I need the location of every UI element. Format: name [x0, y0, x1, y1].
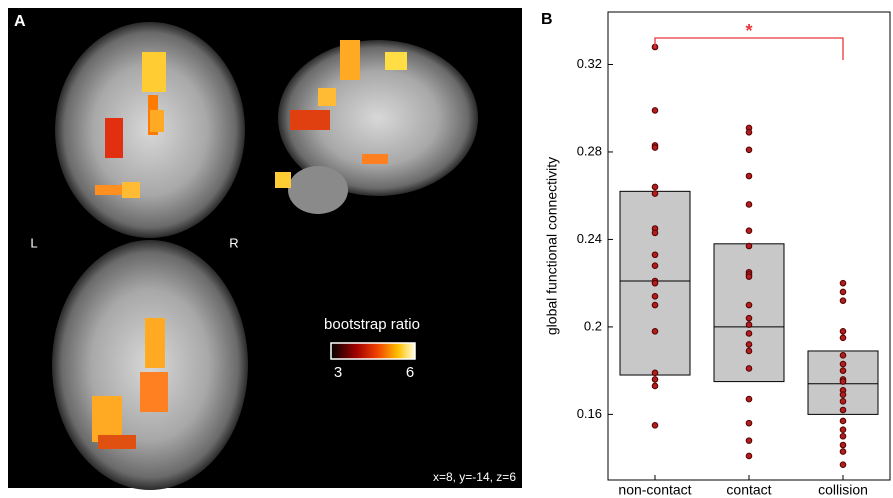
data-point — [840, 289, 846, 295]
data-point — [840, 280, 846, 286]
data-point — [652, 252, 658, 258]
x-tick-label: collision — [818, 482, 868, 498]
colorbar — [331, 343, 415, 359]
x-tick-label: non-contact — [618, 482, 691, 498]
data-point — [652, 423, 658, 429]
data-point — [840, 335, 846, 341]
data-point — [746, 315, 752, 321]
data-point — [652, 302, 658, 308]
data-point — [652, 293, 658, 299]
y-tick-label: 0.16 — [577, 406, 602, 421]
data-point — [840, 392, 846, 398]
data-point — [840, 328, 846, 334]
panel-a: A L R bootstrap ratio x=8, y=-14, z=6 — [8, 8, 522, 490]
x-tick-label: contact — [726, 482, 771, 498]
data-point — [652, 280, 658, 286]
data-point — [840, 379, 846, 385]
data-point — [840, 442, 846, 448]
data-point — [652, 377, 658, 383]
data-point — [746, 202, 752, 208]
data-point — [652, 383, 658, 389]
panel-label: A — [14, 13, 26, 30]
data-point — [746, 302, 752, 308]
colorbar-title: bootstrap ratio — [324, 316, 420, 333]
right-label: R — [229, 235, 238, 250]
data-point — [840, 398, 846, 404]
data-point — [746, 348, 752, 354]
y-axis-label: global functional connectivity — [544, 157, 560, 335]
y-tick-label: 0.28 — [577, 143, 602, 158]
cerebellum — [288, 166, 348, 214]
data-point — [746, 453, 752, 459]
data-point — [746, 274, 752, 280]
data-point — [840, 462, 846, 468]
data-point — [840, 298, 846, 304]
data-point — [746, 147, 752, 153]
figure: A L R bootstrap ratio x=8, y=-14, z=6 B … — [0, 0, 893, 498]
data-point — [652, 184, 658, 190]
data-point — [840, 407, 846, 413]
colorbar-tick-label: 6 — [406, 364, 414, 381]
y-tick-label: 0.24 — [577, 231, 602, 246]
data-point — [746, 173, 752, 179]
data-point — [840, 433, 846, 439]
data-point — [746, 438, 752, 444]
data-point — [652, 191, 658, 197]
box — [714, 244, 784, 382]
y-tick-label: 0.2 — [584, 318, 602, 333]
y-tick-label: 0.32 — [577, 56, 602, 71]
data-point — [840, 418, 846, 424]
significance-bracket — [655, 38, 843, 60]
coordinates: x=8, y=-14, z=6 — [433, 470, 516, 484]
data-point — [840, 427, 846, 433]
panel-label: B — [541, 11, 553, 28]
data-point — [652, 108, 658, 114]
data-point — [652, 230, 658, 236]
data-point — [746, 342, 752, 348]
data-point — [652, 328, 658, 334]
data-point — [840, 368, 846, 374]
data-point — [840, 361, 846, 367]
colorbar-tick-label: 3 — [334, 364, 342, 381]
data-point — [652, 263, 658, 269]
left-label: L — [30, 235, 37, 250]
data-point — [746, 243, 752, 249]
data-point — [840, 449, 846, 455]
data-point — [652, 370, 658, 376]
data-point — [746, 420, 752, 426]
data-point — [652, 145, 658, 151]
data-point — [746, 228, 752, 234]
data-point — [746, 129, 752, 135]
data-point — [840, 353, 846, 359]
data-point — [746, 322, 752, 328]
data-point — [746, 396, 752, 402]
page: A L R bootstrap ratio x=8, y=-14, z=6 B … — [0, 0, 893, 498]
significance-label: * — [745, 21, 752, 41]
data-point — [746, 366, 752, 372]
data-point — [746, 331, 752, 337]
